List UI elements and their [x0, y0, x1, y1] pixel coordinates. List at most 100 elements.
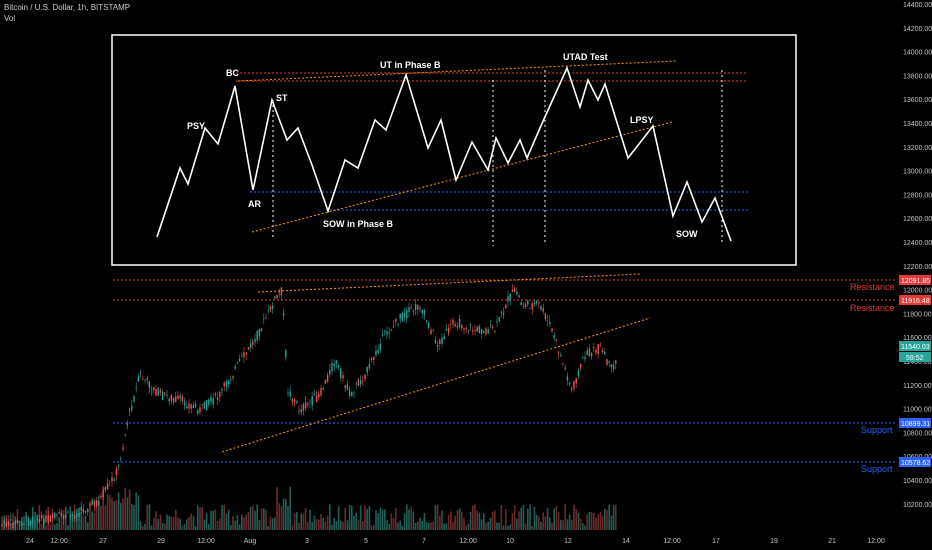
candle-body [531, 303, 533, 310]
volume-bar [509, 524, 511, 530]
volume-bar [428, 522, 430, 530]
volume-bar [362, 520, 364, 530]
candle-body [82, 508, 85, 513]
candle-body [120, 458, 122, 459]
upper-trendline[interactable] [257, 273, 641, 293]
candle-body [333, 363, 335, 366]
candle-body [307, 403, 309, 406]
candle-body [172, 398, 175, 403]
volume-bar [93, 512, 96, 530]
candle-body [610, 364, 613, 368]
candle-body [355, 383, 357, 385]
candle-body [575, 378, 577, 384]
candle-body [188, 403, 190, 409]
volume-bar [188, 516, 190, 530]
volume-bar [291, 525, 294, 530]
candle-body [432, 330, 434, 332]
volume-bar [575, 508, 577, 530]
candle-body [386, 331, 388, 335]
volume-bar [267, 525, 269, 530]
volume-bar [491, 511, 494, 530]
volume-bar [309, 509, 311, 530]
candle-body [175, 396, 177, 402]
volume-bar [192, 516, 195, 530]
candle-body [476, 326, 478, 332]
volume-bar [56, 522, 58, 530]
volume-bar [399, 520, 401, 530]
volume-bar [87, 522, 89, 530]
candle-body [23, 523, 25, 525]
candle-body [560, 355, 562, 357]
candle-body [214, 393, 217, 395]
candle-body [441, 337, 443, 345]
candle-body [469, 324, 472, 326]
volume-bar [322, 517, 324, 530]
volume-bar [175, 509, 177, 530]
candle-body [16, 520, 19, 524]
volume-bar [89, 504, 91, 530]
candle-body [357, 379, 360, 386]
time-tick-label: 12:00 [867, 538, 885, 545]
candle-body [302, 404, 305, 411]
candle-body [258, 328, 261, 337]
volume-bar [348, 505, 351, 530]
price-axis[interactable]: 14400.00 14200.00 14000.00 13800.00 13600.00… [903, 2, 932, 509]
candle-body [142, 378, 144, 380]
candle-body [601, 350, 604, 353]
candle-body [604, 351, 606, 355]
volume-bar [577, 512, 580, 530]
candle-body [540, 306, 542, 310]
candle-body [348, 390, 351, 396]
candle-body [100, 495, 102, 498]
volume-bar [500, 504, 503, 530]
candle-body [274, 296, 276, 299]
lower-trendline[interactable] [221, 317, 651, 453]
candle-body [216, 397, 219, 400]
volume-bar [423, 512, 426, 530]
volume-bar [355, 512, 357, 530]
candle-body [487, 329, 489, 334]
candle-body [271, 305, 274, 309]
candle-body [579, 363, 582, 368]
candle-body [318, 393, 320, 398]
volume-bar [533, 506, 536, 530]
candle-body [553, 335, 555, 339]
symbol-title[interactable]: Bitcoin / U.S. Dollar, 1h, BITSTAMP [4, 3, 131, 12]
volume-bar [454, 515, 456, 530]
volume-bar [181, 525, 184, 530]
candle-body [315, 395, 318, 403]
candle-body [467, 329, 470, 331]
price-tick-label: 11800.00 [903, 311, 932, 318]
volume-bar [447, 514, 450, 530]
candle-body [164, 392, 166, 395]
volume-bar [480, 519, 483, 530]
candle-body [337, 365, 340, 367]
volume-bar [364, 505, 366, 530]
volume-bar [582, 523, 584, 530]
volume-bar [137, 495, 140, 530]
candle-body [62, 516, 65, 520]
candle-body [311, 396, 313, 406]
candle-body [276, 294, 278, 299]
candle-body [201, 404, 203, 406]
candle-body [293, 399, 296, 402]
candle-body [296, 401, 298, 403]
volume-indicator-label[interactable]: Vol [4, 14, 16, 23]
volume-bar [566, 519, 569, 530]
volume-bar [1, 516, 3, 530]
candle-body [192, 405, 195, 408]
volume-bar [403, 513, 406, 530]
candle-body [104, 487, 107, 491]
time-axis[interactable]: 24 12:00 27 29 12:00 Aug 3 5 7 12:00 10 12 14 12:00 17… [26, 538, 885, 545]
candle-body [474, 330, 476, 332]
candle-body [73, 515, 76, 520]
candle-body [159, 390, 162, 393]
candle-body [436, 345, 439, 347]
volume-bar [133, 504, 135, 530]
candle-body [280, 287, 283, 296]
candle-body [456, 325, 459, 328]
volume-bar [555, 506, 558, 530]
volume-bar [263, 508, 265, 530]
volume-bar [381, 509, 384, 530]
